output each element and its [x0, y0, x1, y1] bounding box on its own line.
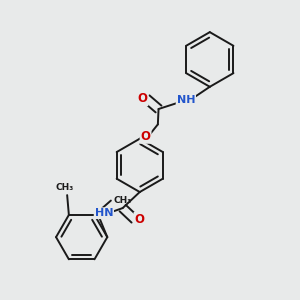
- Text: O: O: [141, 130, 151, 143]
- Text: CH₃: CH₃: [114, 196, 132, 205]
- Text: HN: HN: [94, 208, 113, 218]
- Text: O: O: [134, 213, 144, 226]
- Text: O: O: [137, 92, 148, 105]
- Text: NH: NH: [177, 95, 195, 106]
- Text: CH₃: CH₃: [55, 183, 74, 192]
